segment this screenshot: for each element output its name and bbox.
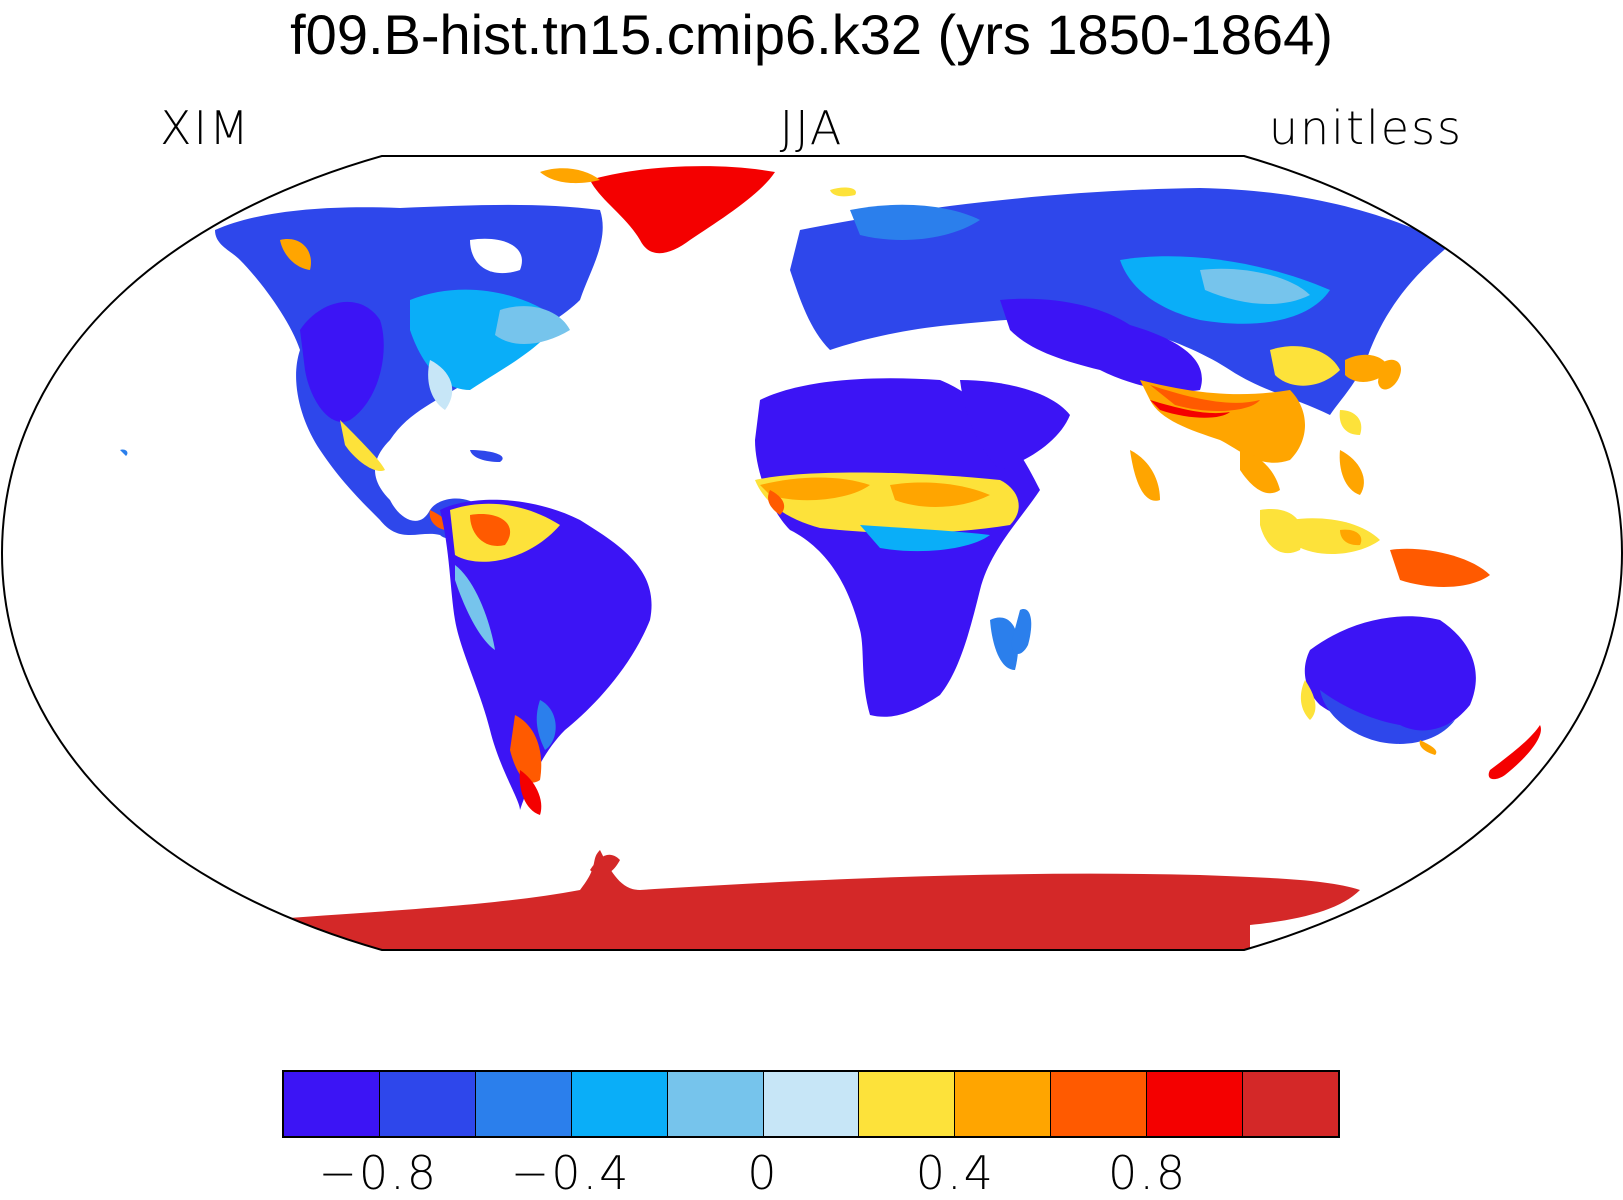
colorbar-tick-label: −0.4	[510, 1146, 631, 1200]
colorbar-box	[379, 1072, 476, 1136]
colorbar	[282, 1070, 1340, 1138]
season-label: JJA	[779, 101, 844, 155]
map-title: f09.B-hist.tn15.cmip6.k32 (yrs 1850-1864…	[290, 3, 1333, 66]
colorbar-box	[955, 1072, 1052, 1136]
colorbar-box	[571, 1072, 668, 1136]
colorbar-box	[475, 1072, 572, 1136]
colorbar-tick-label: 0	[747, 1146, 779, 1200]
variable-label: XIM	[160, 101, 251, 155]
world-map	[0, 155, 1623, 951]
colorbar-box	[859, 1072, 956, 1136]
australia-region	[1300, 616, 1476, 755]
colorbar-tick-label: −0.8	[318, 1146, 439, 1200]
eurasia-region	[790, 188, 1450, 554]
globe-outline	[0, 155, 1623, 951]
colorbar-tick-label: 0.4	[915, 1146, 995, 1200]
antarctica-region	[260, 850, 1360, 950]
colorbar-box	[1051, 1072, 1148, 1136]
units-label: unitless	[1268, 101, 1463, 155]
colorbar-box	[667, 1072, 764, 1136]
south-america-region	[440, 499, 652, 815]
colorbar-tick-labels: −0.8 −0.4 0 0.4 0.8	[282, 1148, 1340, 1200]
africa-region	[755, 378, 1040, 717]
colorbar-box	[284, 1072, 380, 1136]
greenland-region	[590, 166, 775, 254]
colorbar-box	[1243, 1072, 1338, 1136]
colorbar-tick-label: 0.8	[1108, 1146, 1188, 1200]
colorbar-box	[1147, 1072, 1244, 1136]
north-america-region	[215, 204, 603, 539]
colorbar-box	[763, 1072, 860, 1136]
